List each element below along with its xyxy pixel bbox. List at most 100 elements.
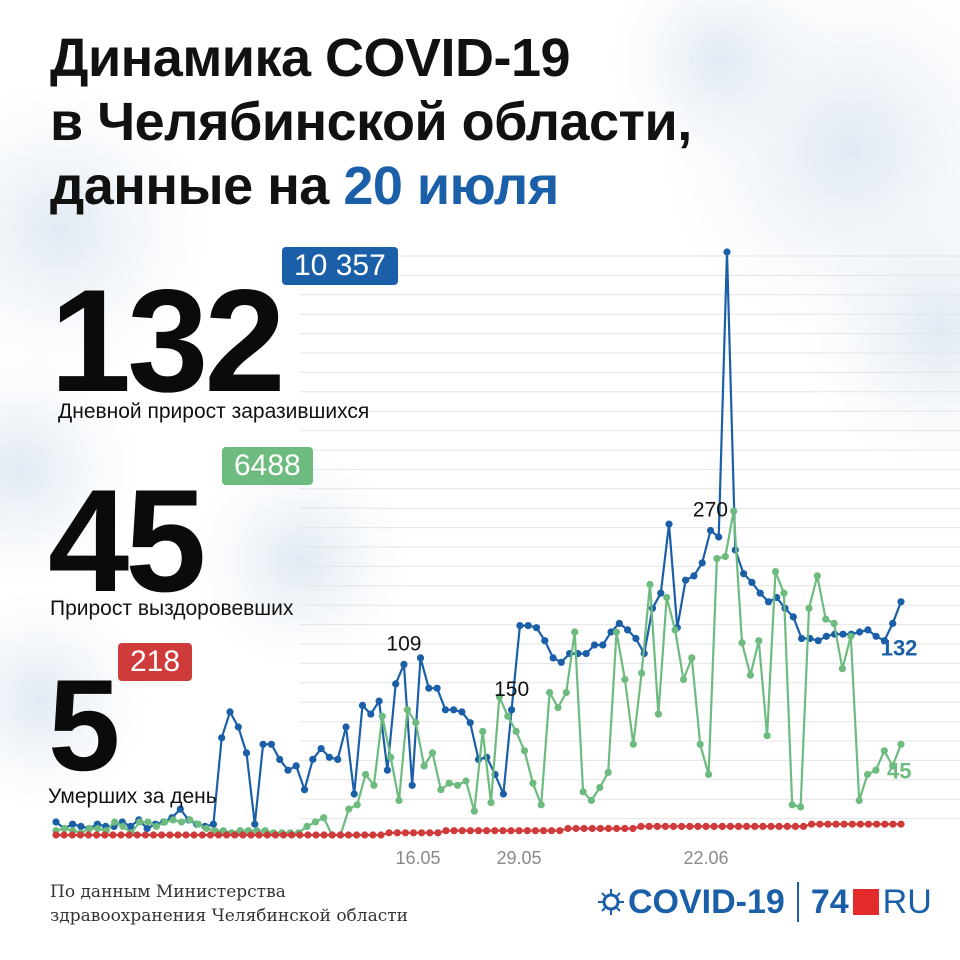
logo-74-text: 74 bbox=[810, 882, 849, 921]
deaths-data-point bbox=[166, 831, 174, 839]
deaths-data-point bbox=[629, 824, 637, 833]
deaths-data-point bbox=[783, 822, 791, 831]
recovered-data-point bbox=[863, 770, 872, 779]
recovered-data-point bbox=[755, 637, 763, 645]
logo-covid-text: COVID-19 bbox=[628, 882, 785, 921]
recovered-data-point bbox=[596, 783, 604, 792]
recovered-data-point bbox=[604, 768, 612, 777]
recovered-data-point bbox=[679, 675, 688, 684]
recovered-data-point bbox=[194, 820, 202, 828]
infected-data-point bbox=[599, 641, 607, 649]
recovered-data-point bbox=[520, 747, 529, 755]
recovered-data-point bbox=[395, 796, 403, 805]
infected-data-point bbox=[242, 749, 251, 757]
deaths-data-point bbox=[483, 827, 491, 835]
deaths-data-point bbox=[604, 824, 613, 833]
infected-data-point bbox=[52, 818, 60, 826]
recovered-data-point bbox=[621, 675, 629, 684]
recovered-data-point bbox=[512, 727, 520, 736]
deaths-data-point bbox=[158, 831, 166, 839]
recovered-data-point bbox=[303, 822, 311, 831]
deaths-data-point bbox=[572, 824, 580, 833]
deaths-data-point bbox=[426, 829, 434, 837]
deaths-data-point bbox=[808, 820, 816, 828]
deaths-data-point bbox=[353, 831, 361, 839]
infected-data-point bbox=[615, 619, 623, 628]
recovered-data-point bbox=[654, 710, 663, 718]
infected-data-point bbox=[259, 740, 267, 748]
logo-separator bbox=[796, 882, 799, 922]
title-line-2: в Челябинской области, bbox=[50, 92, 692, 152]
deaths-data-point bbox=[499, 827, 507, 835]
deaths-data-point bbox=[247, 831, 255, 839]
recovered-data-point bbox=[445, 779, 453, 787]
recovered-data-point bbox=[688, 654, 696, 662]
infected-data-point bbox=[176, 805, 184, 813]
deaths-data-point bbox=[856, 820, 865, 828]
deaths-data-point bbox=[231, 831, 239, 839]
recovered-data-point bbox=[788, 801, 796, 809]
recovered-data-point bbox=[738, 639, 746, 647]
deaths-data-point bbox=[743, 822, 751, 831]
deaths-data-point bbox=[710, 822, 718, 831]
deaths-data-point bbox=[580, 824, 588, 833]
deaths-data-point bbox=[369, 831, 377, 839]
recovered-data-point bbox=[370, 781, 378, 789]
infected-data-point bbox=[309, 755, 317, 764]
deaths-data-point bbox=[198, 831, 206, 839]
infected-data-point bbox=[267, 740, 275, 748]
deaths-data-point bbox=[312, 831, 320, 839]
recovered-data-point bbox=[403, 706, 411, 714]
infected-data-point bbox=[416, 654, 425, 662]
deaths-data-point bbox=[271, 831, 279, 839]
data-label: 45 bbox=[887, 758, 911, 783]
infected-data-point bbox=[756, 589, 764, 597]
deaths-data-point bbox=[897, 820, 905, 828]
infected-data-point bbox=[350, 790, 358, 798]
recovered-data-point bbox=[830, 619, 838, 628]
infected-data-point bbox=[358, 701, 367, 710]
recovered-data-point bbox=[495, 693, 503, 701]
infected-data-point bbox=[127, 822, 135, 831]
infected-data-point bbox=[706, 526, 715, 535]
recovered-data-point bbox=[696, 740, 704, 748]
recovered-data-point bbox=[94, 824, 102, 833]
infected-data-point bbox=[897, 598, 905, 606]
recovered-data-point bbox=[579, 788, 587, 796]
recovered-data-point bbox=[353, 801, 361, 809]
data-label: 150 bbox=[494, 678, 529, 701]
deaths-data-point bbox=[68, 831, 76, 839]
recovered-data-point bbox=[470, 807, 478, 815]
title-line-1: Динамика COVID-19 bbox=[50, 28, 571, 88]
recovered-data-point bbox=[763, 732, 771, 740]
deaths-data-point bbox=[621, 824, 629, 833]
recovered-data-point bbox=[705, 770, 713, 779]
recovered-data-point bbox=[537, 801, 545, 809]
recovered-data-point bbox=[855, 796, 863, 805]
chart-annotations: 109 150 270 132 45 bbox=[386, 499, 917, 784]
deaths-data-point bbox=[613, 824, 621, 833]
infected-data-point bbox=[284, 766, 292, 774]
deaths-daily-value: 5 bbox=[48, 652, 120, 798]
infected-data-point bbox=[715, 533, 723, 541]
deaths-data-point bbox=[799, 822, 808, 831]
deaths-data-point bbox=[881, 820, 889, 828]
deaths-data-point bbox=[726, 822, 735, 831]
deaths-data-point bbox=[239, 831, 247, 839]
infected-data-point bbox=[541, 637, 549, 645]
deaths-data-point bbox=[767, 822, 775, 831]
deaths-total-badge: 218 bbox=[118, 643, 193, 681]
infected-data-point bbox=[532, 624, 541, 632]
infected-data-point bbox=[822, 632, 831, 640]
recovered-data-point bbox=[571, 628, 579, 636]
deaths-data-point bbox=[255, 831, 263, 839]
recovered-data-point bbox=[85, 824, 94, 833]
recovered-data-point bbox=[144, 818, 152, 826]
deaths-caption: Умерших за день bbox=[48, 785, 217, 808]
infected-data-point bbox=[375, 697, 383, 705]
infected-data-point bbox=[292, 762, 300, 770]
recovered-data-point bbox=[362, 770, 370, 779]
recovered-data-point bbox=[119, 822, 127, 831]
deaths-data-point bbox=[873, 820, 881, 828]
recovered-data-point bbox=[529, 779, 537, 787]
